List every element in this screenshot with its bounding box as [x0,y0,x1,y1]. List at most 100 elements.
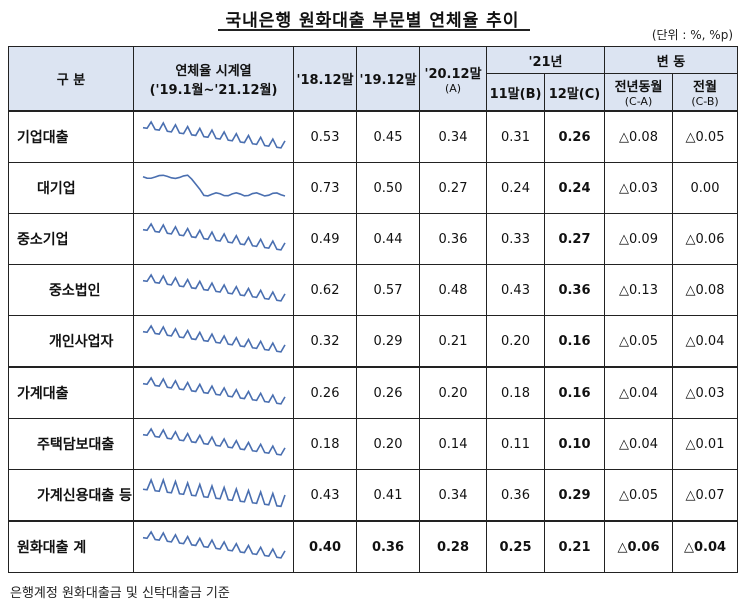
sparkline-chart [142,222,286,251]
cell-m11: 0.36 [486,469,545,522]
sparkline-series [142,376,286,405]
sparkline-series [142,120,286,149]
cell-yoy: △0.05 [604,315,673,368]
cell-y18: 0.32 [293,315,357,368]
cell-m12: 0.29 [544,469,605,522]
sparkline-chart [142,174,285,197]
cell-m11: 0.31 [486,110,545,163]
table-row: 중소법인 0.62 0.57 0.48 0.43 0.36 △0.13 △0.08 [8,264,739,316]
cell-y20: 0.28 [419,520,487,573]
cell-m12: 0.26 [544,110,605,163]
sparkline-chart [142,530,286,559]
cell-y20: 0.36 [419,213,487,265]
header-y19: '19.12말 [356,46,420,112]
cell-mom: △0.04 [671,315,739,368]
cell-m11: 0.33 [486,213,545,265]
header-yoy: 전년동월 (C-A) [604,73,673,112]
cell-yoy: △0.04 [604,418,673,470]
cell-y19: 0.45 [356,110,420,163]
cell-y18: 0.40 [293,520,357,573]
table-row: 중소기업 0.49 0.44 0.36 0.33 0.27 △0.09 △0.06 [8,213,739,265]
cell-yoy: △0.03 [604,162,673,214]
sparkline-chart [142,273,286,302]
sparkline-chart [142,477,286,508]
cell-y19: 0.41 [356,469,420,522]
cell-y20: 0.21 [419,315,487,368]
cell-m12: 0.36 [544,264,605,316]
header-change: 변 동 [603,46,739,74]
row-sparkline [133,315,294,368]
sparkline-series [142,174,285,197]
sparkline-series [142,273,286,302]
header-y20-sub: (A) [444,81,462,95]
cell-m12: 0.16 [544,366,605,419]
sparkline-series [142,530,286,559]
row-label: 중소법인 [8,264,134,316]
table-row: 주택담보대출 0.18 0.20 0.14 0.11 0.10 △0.04 △0.01 [8,418,739,470]
header-yoy-label: 전년동월 [614,80,663,95]
cell-mom: 0.00 [671,162,739,214]
header-m12: 12말(C) [544,73,605,112]
cell-y20: 0.48 [419,264,487,316]
row-label: 주택담보대출 [8,418,134,470]
header-series: 연체율 시계열 ('19.1월~'21.12월) [133,46,294,112]
cell-m11: 0.20 [486,315,545,368]
sparkline-series [142,222,286,251]
header-mom-sub: (C-B) [691,95,719,108]
row-sparkline [133,213,294,265]
row-sparkline [133,520,294,573]
cell-m11: 0.24 [486,162,545,214]
table-row: 가계대출 0.26 0.26 0.20 0.18 0.16 △0.04 △0.03 [8,366,739,419]
row-sparkline [133,469,294,522]
sparkline-chart [142,427,286,456]
table-row: 가계신용대출 등 0.43 0.41 0.34 0.36 0.29 △0.05 △0.07 [8,469,739,522]
cell-y20: 0.27 [419,162,487,214]
cell-m11: 0.43 [486,264,545,316]
cell-y19: 0.44 [356,213,420,265]
cell-y18: 0.73 [293,162,357,214]
cell-m12: 0.10 [544,418,605,470]
header-series-label: 연체율 시계열 [175,63,252,79]
cell-y20: 0.34 [419,469,487,522]
title-underline [218,29,530,31]
sparkline-chart [142,376,286,405]
cell-yoy: △0.08 [604,110,673,163]
header-category: 구 분 [8,46,134,112]
sparkline-chart [142,324,286,353]
delinquency-table: 구 분 연체율 시계열 ('19.1월~'21.12월) '18.12말 '19… [8,46,739,573]
row-sparkline [133,162,294,214]
cell-m12: 0.16 [544,315,605,368]
cell-m11: 0.18 [486,366,545,419]
header-mom: 전월 (C-B) [671,73,739,112]
row-label: 대기업 [8,162,134,214]
header-y21: '21년 [486,46,605,74]
cell-y20: 0.34 [419,110,487,163]
sparkline-series [142,427,286,456]
cell-mom: △0.01 [671,418,739,470]
header-yoy-sub: (C-A) [624,95,653,108]
row-sparkline [133,110,294,163]
header-m11: 11말(B) [486,73,545,112]
row-sparkline [133,264,294,316]
table-row: 대기업 0.73 0.50 0.27 0.24 0.24 △0.03 0.00 [8,162,739,214]
cell-y19: 0.26 [356,366,420,419]
cell-m11: 0.11 [486,418,545,470]
footnote: 은행계정 원화대출금 및 신탁대출금 기준 [10,586,230,601]
cell-y20: 0.20 [419,366,487,419]
cell-y18: 0.53 [293,110,357,163]
sparkline-series [142,477,286,508]
cell-yoy: △0.13 [604,264,673,316]
cell-mom: △0.04 [671,520,739,573]
row-sparkline [133,366,294,419]
cell-y18: 0.49 [293,213,357,265]
sparkline-series [142,324,286,353]
header-y20: '20.12말 (A) [419,46,487,112]
cell-yoy: △0.04 [604,366,673,419]
cell-mom: △0.08 [671,264,739,316]
cell-m12: 0.27 [544,213,605,265]
cell-m12: 0.24 [544,162,605,214]
row-label: 가계대출 [8,366,134,419]
cell-m12: 0.21 [544,520,605,573]
page-title: 국내은행 원화대출 부문별 연체율 추이 [225,11,520,31]
cell-y18: 0.18 [293,418,357,470]
